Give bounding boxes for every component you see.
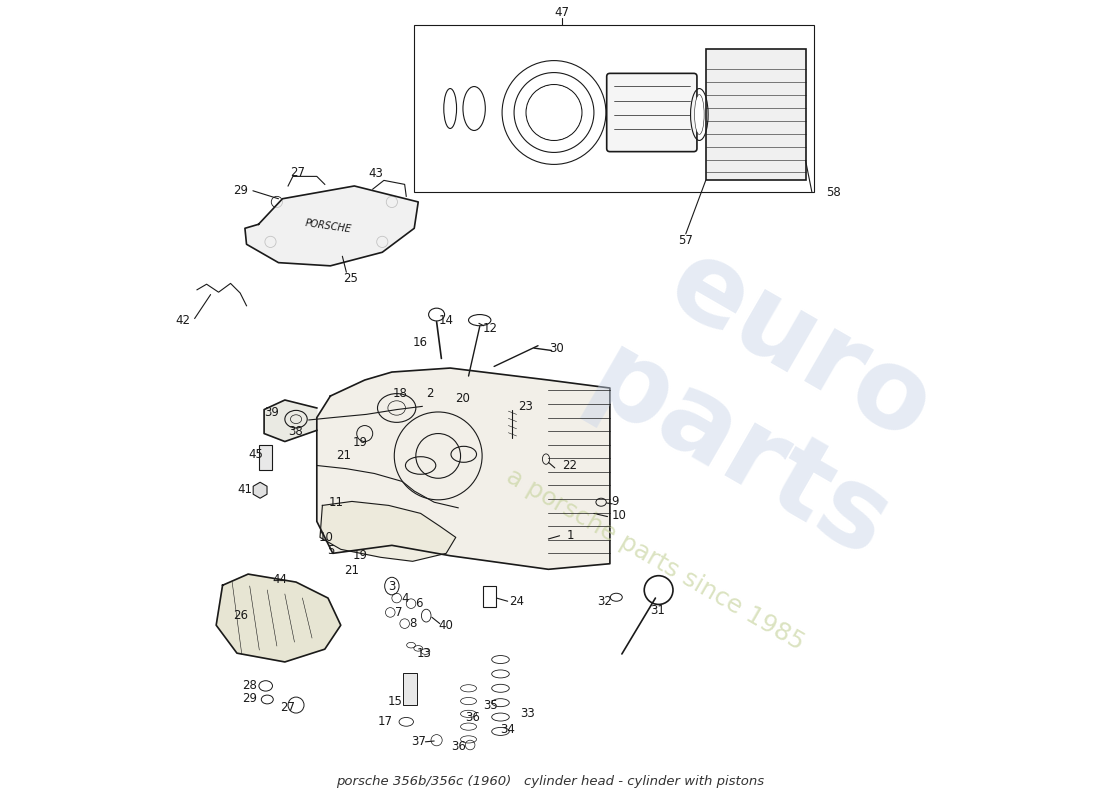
Text: 11: 11 [329, 496, 343, 509]
Text: 33: 33 [520, 707, 535, 720]
Polygon shape [253, 482, 267, 498]
Text: 15: 15 [387, 695, 403, 708]
Polygon shape [264, 400, 317, 442]
Text: 42: 42 [175, 314, 190, 326]
Text: 44: 44 [273, 573, 287, 586]
Text: 31: 31 [650, 604, 666, 618]
Text: 19: 19 [352, 550, 367, 562]
Text: 23: 23 [518, 400, 534, 413]
Text: 32: 32 [597, 594, 612, 608]
Text: 8: 8 [409, 617, 416, 630]
Text: 17: 17 [378, 715, 393, 728]
Text: 9: 9 [612, 495, 619, 508]
Polygon shape [317, 368, 609, 570]
Text: 29: 29 [242, 692, 257, 705]
Text: 58: 58 [826, 186, 840, 199]
Text: PORSCHE: PORSCHE [304, 218, 352, 234]
Text: 16: 16 [414, 336, 428, 349]
Text: 24: 24 [509, 594, 524, 608]
Text: 28: 28 [242, 678, 257, 692]
Text: 27: 27 [290, 166, 305, 179]
Text: 10: 10 [319, 531, 333, 544]
Text: 39: 39 [265, 406, 279, 419]
Bar [260, 445, 272, 470]
Text: 38: 38 [288, 426, 304, 438]
Text: 34: 34 [500, 723, 515, 736]
Text: 29: 29 [233, 184, 249, 198]
Text: 36: 36 [451, 740, 466, 753]
Bar [415, 25, 814, 192]
Text: 30: 30 [549, 342, 564, 355]
Text: 2: 2 [427, 387, 434, 400]
Text: 19: 19 [352, 436, 367, 449]
Bar [706, 49, 805, 180]
Text: 1: 1 [566, 530, 574, 542]
Text: 20: 20 [454, 392, 470, 405]
Text: euro
parts: euro parts [570, 218, 970, 582]
Bar [403, 673, 417, 705]
Polygon shape [217, 574, 341, 662]
Text: 40: 40 [439, 618, 453, 632]
Text: 13: 13 [417, 647, 431, 661]
Text: 4: 4 [400, 591, 408, 605]
Text: 47: 47 [554, 6, 570, 19]
Text: porsche 356b/356c (1960)   cylinder head - cylinder with pistons: porsche 356b/356c (1960) cylinder head -… [336, 775, 764, 788]
Ellipse shape [694, 94, 704, 134]
Text: 35: 35 [484, 698, 498, 711]
Circle shape [527, 86, 581, 140]
Text: 5: 5 [328, 544, 334, 557]
Text: 37: 37 [410, 735, 426, 748]
Text: 18: 18 [393, 387, 407, 400]
Text: 25: 25 [343, 272, 358, 285]
Text: 43: 43 [368, 166, 383, 180]
Text: 6: 6 [416, 597, 422, 610]
Text: 26: 26 [232, 609, 248, 622]
Text: 14: 14 [439, 314, 453, 326]
Text: 57: 57 [679, 234, 693, 246]
Bar [483, 586, 496, 607]
FancyBboxPatch shape [607, 74, 697, 152]
Text: 3: 3 [388, 579, 396, 593]
Text: 41: 41 [238, 483, 252, 496]
Text: 27: 27 [280, 701, 296, 714]
Text: 22: 22 [562, 459, 578, 472]
Polygon shape [320, 502, 455, 562]
Text: 36: 36 [465, 711, 480, 724]
Text: 10: 10 [612, 510, 626, 522]
Polygon shape [245, 186, 418, 266]
Text: 7: 7 [395, 606, 402, 619]
Text: 21: 21 [344, 564, 360, 577]
Text: 21: 21 [337, 450, 352, 462]
Text: 45: 45 [249, 448, 264, 461]
Text: a porsche parts since 1985: a porsche parts since 1985 [503, 464, 808, 655]
Text: 12: 12 [483, 322, 497, 334]
